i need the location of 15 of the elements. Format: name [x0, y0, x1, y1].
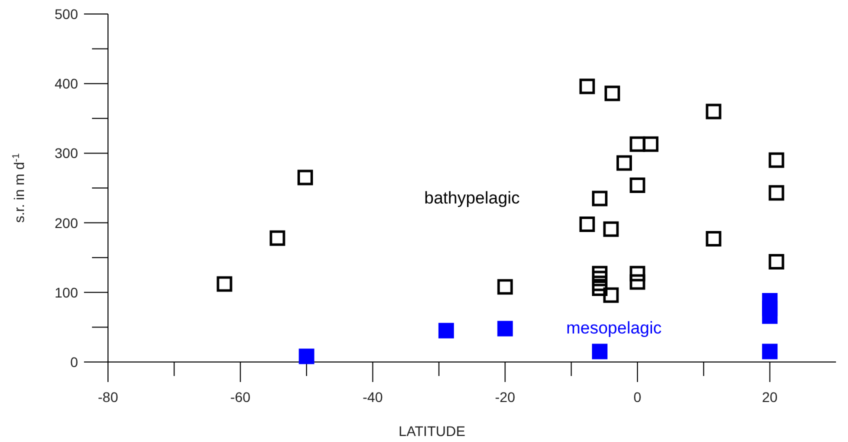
x-tick-label: -20 [494, 389, 516, 405]
x-tick-label: 20 [762, 389, 778, 405]
text: bathypelagic [424, 188, 520, 208]
y-tick-label: 300 [54, 145, 78, 162]
y-tick-label: 100 [54, 284, 78, 300]
y-tick-label: 0 [70, 354, 78, 370]
y-tick-label: 400 [54, 76, 78, 92]
series-label: mesopelagic [566, 318, 662, 338]
y-tick-label: 200 [54, 214, 78, 231]
x-tick-label: -40 [362, 389, 384, 405]
x-tick-label: -80 [98, 389, 118, 405]
y-tick-label: 500 [54, 6, 78, 22]
x-tick-label: -60 [230, 389, 251, 405]
x-axis-title: LATITUDE [398, 423, 466, 439]
x-tick-label: 0 [634, 389, 642, 405]
